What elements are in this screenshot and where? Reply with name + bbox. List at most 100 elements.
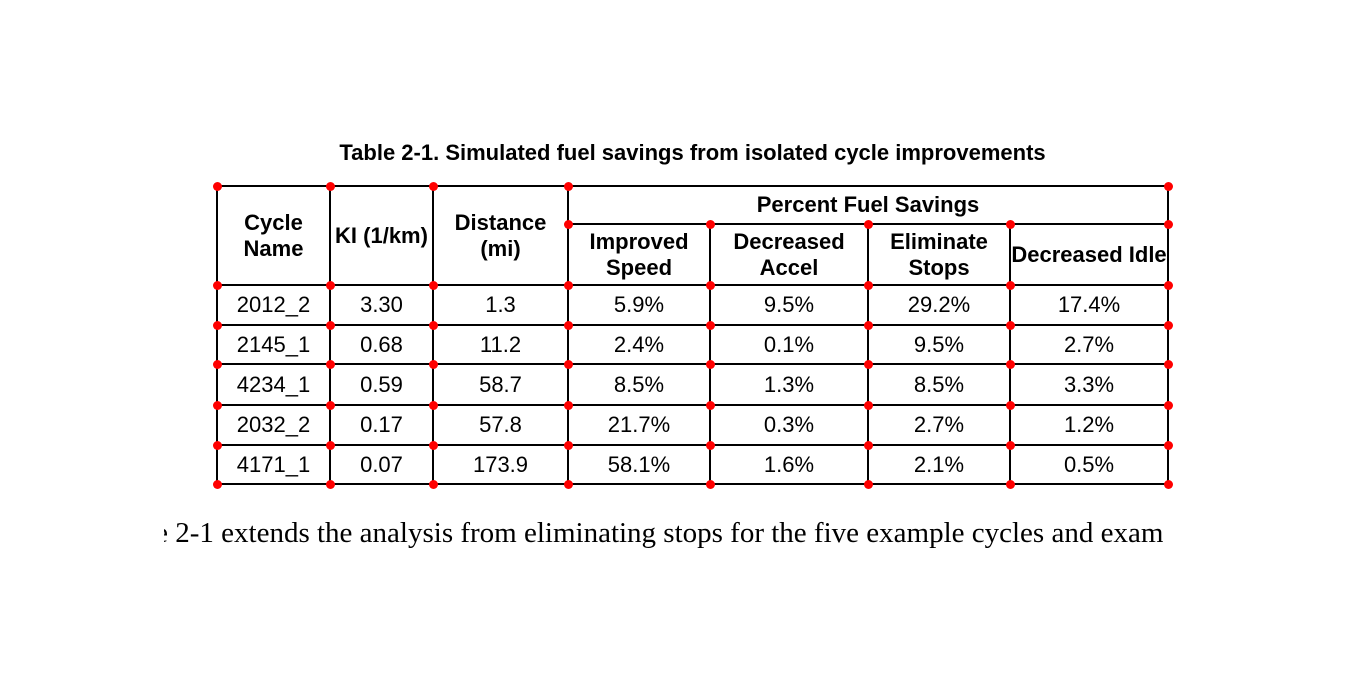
corner-marker-dot bbox=[563, 359, 573, 369]
corner-marker-dot bbox=[1005, 440, 1015, 450]
corner-marker-dot bbox=[212, 181, 222, 191]
table-cell: 2012_2 bbox=[216, 284, 331, 326]
table-cell: 1.3% bbox=[709, 363, 869, 406]
corner-marker-dot bbox=[1005, 400, 1015, 410]
table-cell: 1.6% bbox=[709, 444, 869, 485]
corner-marker-dot bbox=[863, 400, 873, 410]
table-cell: 17.4% bbox=[1008, 284, 1170, 326]
table-cell: 0.07 bbox=[329, 444, 434, 485]
corner-marker-dot bbox=[1163, 440, 1173, 450]
corner-marker-dot bbox=[325, 181, 335, 191]
col-header-ki: KI (1/km) bbox=[329, 185, 434, 286]
table-cell: 2145_1 bbox=[216, 324, 331, 365]
table-cell: 1.2% bbox=[1008, 404, 1170, 446]
corner-marker-dot bbox=[1005, 320, 1015, 330]
table-cell: 0.17 bbox=[329, 404, 434, 446]
table-cell: 4234_1 bbox=[216, 363, 331, 406]
col-header-decreased-idle: Decreased Idle bbox=[1008, 223, 1170, 286]
table-cell: 5.9% bbox=[567, 284, 711, 326]
table-cell: 3.3% bbox=[1008, 363, 1170, 406]
fuel-savings-table-wrap: Cycle Name KI (1/km) Distance (mi) Perce… bbox=[216, 185, 1170, 485]
table-cell: 2.7% bbox=[867, 404, 1011, 446]
corner-marker-dot bbox=[1005, 280, 1015, 290]
table-cell: 58.7 bbox=[432, 363, 569, 406]
corner-marker-dot bbox=[428, 440, 438, 450]
corner-marker-dot bbox=[705, 400, 715, 410]
corner-marker-dot bbox=[212, 479, 222, 489]
table-cell: 4171_1 bbox=[216, 444, 331, 485]
corner-marker-dot bbox=[863, 359, 873, 369]
corner-marker-dot bbox=[863, 219, 873, 229]
corner-marker-dot bbox=[212, 280, 222, 290]
corner-marker-dot bbox=[325, 400, 335, 410]
group-header-percent-fuel-savings: Percent Fuel Savings bbox=[566, 185, 1170, 225]
corner-marker-dot bbox=[563, 479, 573, 489]
table-cell: 1.3 bbox=[432, 284, 569, 326]
corner-marker-dot bbox=[325, 280, 335, 290]
corner-marker-dot bbox=[705, 219, 715, 229]
corner-marker-dot bbox=[863, 280, 873, 290]
table-caption: Table 2-1. Simulated fuel savings from i… bbox=[339, 140, 1046, 165]
corner-marker-dot bbox=[325, 440, 335, 450]
table-cell: 0.68 bbox=[329, 324, 434, 365]
table-cell: 2032_2 bbox=[216, 404, 331, 446]
table-cell: 2.4% bbox=[567, 324, 711, 365]
table-cell: 57.8 bbox=[432, 404, 569, 446]
corner-marker-dot bbox=[212, 320, 222, 330]
corner-marker-dot bbox=[1163, 479, 1173, 489]
table-cell: 58.1% bbox=[567, 444, 711, 485]
corner-marker-dot bbox=[563, 320, 573, 330]
corner-marker-dot bbox=[1163, 219, 1173, 229]
corner-marker-dot bbox=[705, 440, 715, 450]
corner-marker-dot bbox=[1163, 280, 1173, 290]
corner-marker-dot bbox=[705, 280, 715, 290]
table-cell: 2.1% bbox=[867, 444, 1011, 485]
table-cell: 2.7% bbox=[1008, 324, 1170, 365]
table-cell: 29.2% bbox=[867, 284, 1011, 326]
corner-marker-dot bbox=[212, 359, 222, 369]
clipped-letter-fragment: e bbox=[164, 514, 168, 552]
corner-marker-dot bbox=[1005, 359, 1015, 369]
corner-marker-dot bbox=[1163, 320, 1173, 330]
table-row: 2012_2 3.30 1.3 5.9% 9.5% 29.2% 17.4% bbox=[216, 284, 1170, 326]
corner-marker-dot bbox=[325, 479, 335, 489]
header-row-group: Cycle Name KI (1/km) Distance (mi) Perce… bbox=[216, 185, 1170, 286]
corner-marker-dot bbox=[428, 280, 438, 290]
col-header-improved-speed: Improved Speed bbox=[567, 223, 711, 286]
corner-marker-dot bbox=[563, 219, 573, 229]
body-text: 2-1 extends the analysis from eliminatin… bbox=[175, 517, 1164, 549]
corner-marker-dot bbox=[705, 479, 715, 489]
table-cell: 0.1% bbox=[709, 324, 869, 365]
table-cell: 0.5% bbox=[1008, 444, 1170, 485]
table-row: 4234_1 0.59 58.7 8.5% 1.3% 8.5% 3.3% bbox=[216, 363, 1170, 406]
table-cell: 21.7% bbox=[567, 404, 711, 446]
corner-marker-dot bbox=[325, 359, 335, 369]
table-cell: 9.5% bbox=[867, 324, 1011, 365]
col-header-cycle-name: Cycle Name bbox=[216, 185, 331, 286]
body-paragraph: e 2-1 extends the analysis from eliminat… bbox=[164, 514, 1366, 552]
corner-marker-dot bbox=[428, 479, 438, 489]
corner-marker-dot bbox=[212, 400, 222, 410]
table-cell: 3.30 bbox=[329, 284, 434, 326]
corner-marker-dot bbox=[428, 400, 438, 410]
table-cell: 0.59 bbox=[329, 363, 434, 406]
corner-marker-dot bbox=[325, 320, 335, 330]
table-row: 2145_1 0.68 11.2 2.4% 0.1% 9.5% 2.7% bbox=[216, 324, 1170, 365]
table-cell: 9.5% bbox=[709, 284, 869, 326]
corner-marker-dot bbox=[863, 479, 873, 489]
corner-marker-dot bbox=[1005, 479, 1015, 489]
corner-marker-dot bbox=[705, 320, 715, 330]
corner-marker-dot bbox=[705, 359, 715, 369]
corner-marker-dot bbox=[212, 440, 222, 450]
col-header-eliminate-stops: Eliminate Stops bbox=[867, 223, 1011, 286]
corner-marker-dot bbox=[428, 181, 438, 191]
header-row-sub: Improved Speed Decreased Accel Eliminate… bbox=[217, 223, 1170, 286]
table-cell: 11.2 bbox=[432, 324, 569, 365]
corner-marker-dot bbox=[1005, 219, 1015, 229]
col-header-distance: Distance (mi) bbox=[432, 185, 569, 286]
col-header-decreased-accel: Decreased Accel bbox=[709, 223, 869, 286]
table-cell: 8.5% bbox=[867, 363, 1011, 406]
corner-marker-dot bbox=[563, 440, 573, 450]
table-cell: 0.3% bbox=[709, 404, 869, 446]
